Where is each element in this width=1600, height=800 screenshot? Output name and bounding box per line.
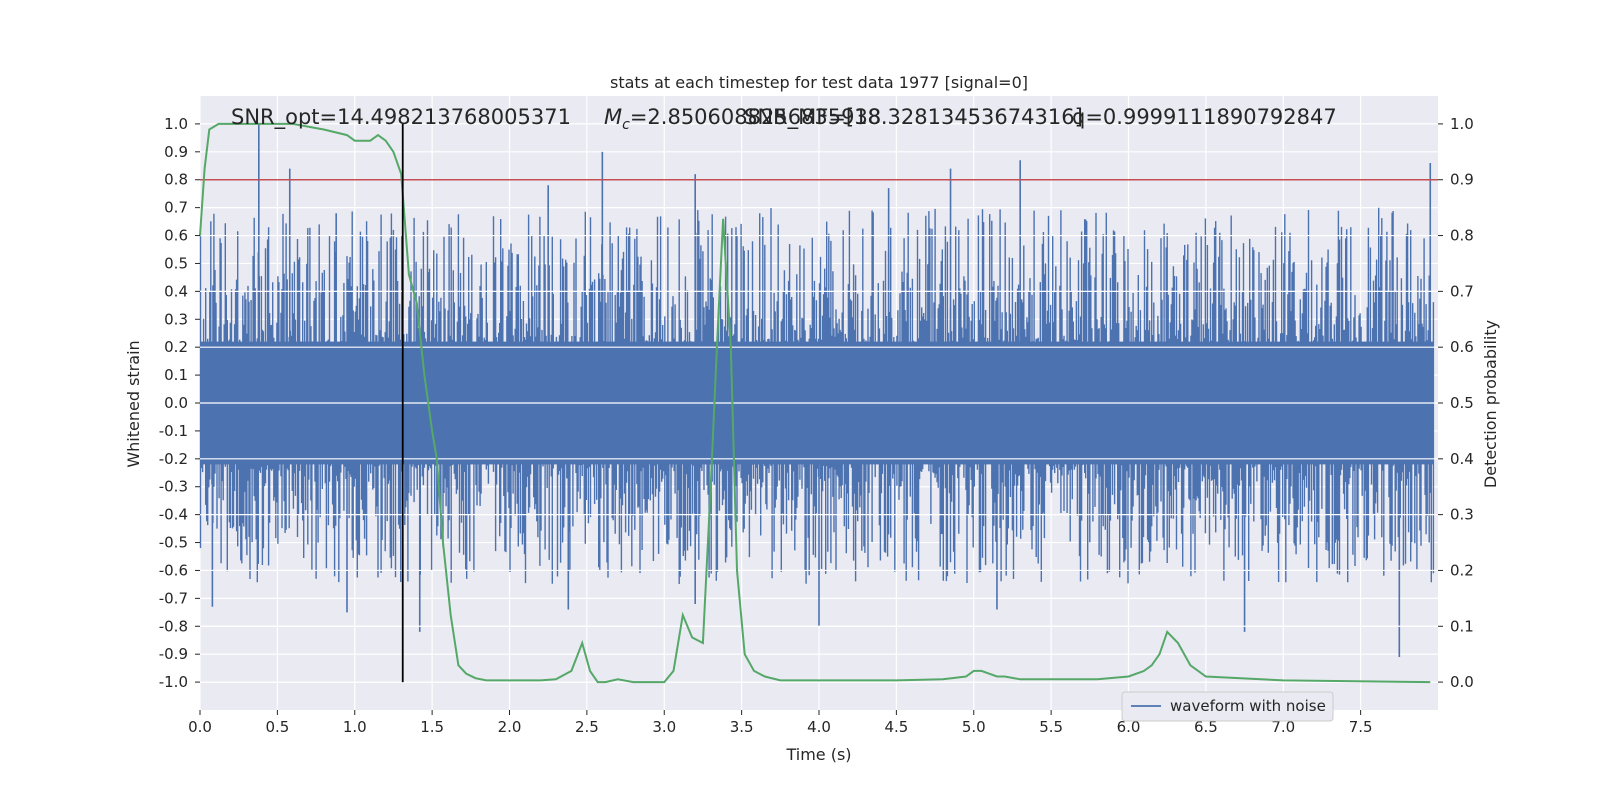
y-tick-label: -0.8 [159, 617, 188, 635]
chart-title: stats at each timestep for test data 197… [610, 73, 1028, 92]
y2-axis-label: Detection probability [1481, 320, 1500, 488]
x-tick-label: 1.0 [343, 718, 367, 736]
x-tick-label: 2.0 [498, 718, 522, 736]
x-tick-labels: 0.0 0.5 1.0 1.5 2.0 2.5 3.0 3.5 4.0 4.5 5.0 5.5 6.0 6… [188, 710, 1373, 736]
legend: waveform with noise [1121, 691, 1334, 722]
y2-tick-label: 0.5 [1450, 394, 1474, 412]
y2-tick-label: 0.2 [1450, 561, 1474, 579]
x-tick-label: 5.0 [962, 718, 986, 736]
y-tick-label: 0.4 [164, 282, 188, 300]
y2-tick-label: 0.4 [1450, 450, 1474, 468]
y-tick-label: 0.6 [164, 227, 188, 245]
legend-box [1121, 691, 1334, 722]
y2-tick-label: 0.3 [1450, 506, 1474, 524]
y-tick-label: 0.8 [164, 171, 188, 189]
y2-tick-label: 0.8 [1450, 227, 1474, 245]
legend-label: waveform with noise [1170, 697, 1326, 715]
y-tick-label: -1.0 [159, 673, 188, 691]
x-tick-label: 2.5 [575, 718, 599, 736]
y-tick-label: -0.1 [159, 422, 188, 440]
y-tick-label: -0.4 [159, 506, 188, 524]
y-tick-label: -0.5 [159, 534, 188, 552]
y-tick-label: 0.9 [164, 143, 188, 161]
chirp-mass-value: =2.8506088256835938 [630, 105, 881, 129]
x-tick-label: 4.0 [807, 718, 831, 736]
y2-tick-label: 0.9 [1450, 171, 1474, 189]
mass-ratio-annotation: q=0.9999111890792847 [1072, 105, 1337, 129]
y-tick-label: 1.0 [164, 115, 188, 133]
y2-tick-label: 0.6 [1450, 338, 1474, 356]
chirp-mass-annotation: Mc=2.8506088256835938 [604, 105, 881, 133]
chirp-mass-symbol: M [604, 105, 622, 129]
snr-opt-annotation: SNR_opt=14.498213768005371 [231, 105, 571, 130]
y-tick-label: 0.1 [164, 366, 188, 384]
y-tick-label: 0.5 [164, 254, 188, 272]
x-tick-label: 7.5 [1349, 718, 1373, 736]
x-axis-label: Time (s) [785, 745, 851, 764]
y-tick-label: -0.3 [159, 478, 188, 496]
y-tick-label: 0.3 [164, 310, 188, 328]
x-tick-label: 0.5 [265, 718, 289, 736]
x-tick-label: 1.5 [420, 718, 444, 736]
y2-tick-label: 0.0 [1450, 673, 1474, 691]
x-tick-label: 3.5 [730, 718, 754, 736]
y-tick-label: 0.7 [164, 199, 188, 217]
y-tick-label: -0.6 [159, 561, 188, 579]
x-tick-label: 6.5 [1194, 718, 1218, 736]
y2-tick-labels: 0.0 0.1 0.2 0.3 0.4 0.5 0.6 0.7 0.8 0.9 1.0 [1438, 115, 1474, 691]
y2-tick-label: 1.0 [1450, 115, 1474, 133]
probability-series [199, 122, 1431, 684]
x-tick-label: 5.5 [1039, 718, 1063, 736]
x-tick-label: 3.0 [652, 718, 676, 736]
probability-line [199, 122, 1431, 684]
snr-mf-annotation: SNR_MF=[18.32813453674316] [744, 105, 1083, 130]
chirp-mass-subscript: c [622, 117, 630, 133]
x-tick-label: 0.0 [188, 718, 212, 736]
y-tick-labels: -1.0 -0.9 -0.8 -0.7 -0.6 -0.5 -0.4 -0.3 -0.2 -0.1… [159, 115, 200, 691]
y-tick-label: 0.0 [164, 394, 188, 412]
y-tick-label: -0.7 [159, 589, 188, 607]
y2-tick-label: 0.1 [1450, 617, 1474, 635]
y-tick-label: 0.2 [164, 338, 188, 356]
y-tick-label: -0.9 [159, 645, 188, 663]
y-tick-label: -0.2 [159, 450, 188, 468]
x-tick-label: 7.0 [1271, 718, 1295, 736]
y-axis-label: Whitened strain [124, 340, 143, 467]
x-tick-label: 4.5 [884, 718, 908, 736]
x-tick-label: 6.0 [1117, 718, 1141, 736]
y2-tick-label: 0.7 [1450, 282, 1474, 300]
